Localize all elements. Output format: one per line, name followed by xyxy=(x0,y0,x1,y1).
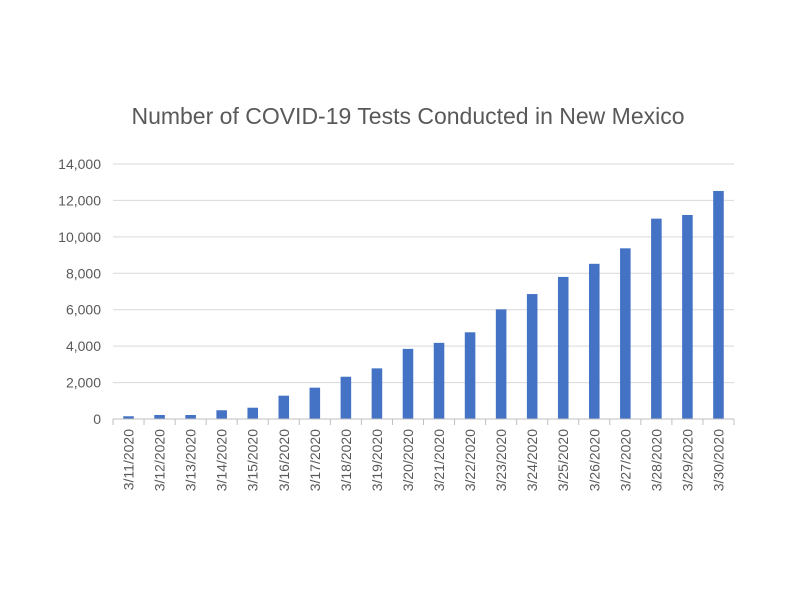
x-tick-label: 3/15/2020 xyxy=(245,429,261,491)
x-tick-label: 3/30/2020 xyxy=(710,429,726,491)
x-tick-label: 3/17/2020 xyxy=(307,429,323,491)
bar xyxy=(278,395,290,419)
bar xyxy=(651,218,662,419)
x-tick-label: 3/16/2020 xyxy=(276,429,292,491)
y-tick-label: 12,000 xyxy=(58,192,101,208)
bar xyxy=(682,215,693,419)
x-tick-label: 3/24/2020 xyxy=(524,429,540,491)
x-tick-label: 3/28/2020 xyxy=(648,429,664,491)
bar xyxy=(154,414,165,419)
bar xyxy=(588,263,600,419)
x-tick-label: 3/20/2020 xyxy=(400,429,416,491)
bar xyxy=(185,414,196,419)
bar xyxy=(464,332,476,419)
y-tick-label: 10,000 xyxy=(58,229,101,245)
bars xyxy=(123,190,724,419)
bar xyxy=(340,376,352,419)
x-axis xyxy=(112,418,735,425)
x-tick-label: 3/25/2020 xyxy=(555,429,571,491)
bar xyxy=(247,407,259,419)
x-tick-label: 3/11/2020 xyxy=(121,429,137,490)
bar xyxy=(216,410,227,419)
bar xyxy=(620,248,631,419)
x-tick-label: 3/22/2020 xyxy=(462,429,478,491)
x-tick-label: 3/12/2020 xyxy=(152,429,168,491)
y-axis-ticks: 0 2,000 4,000 6,000 8,000 10,000 12,000 14,000 xyxy=(58,156,101,427)
bar xyxy=(557,276,569,419)
bar xyxy=(371,368,383,419)
gridlines xyxy=(113,163,734,384)
y-tick-label: 0 xyxy=(93,411,101,427)
x-tick-label: 3/14/2020 xyxy=(214,429,230,491)
bar xyxy=(495,309,507,419)
y-tick-label: 6,000 xyxy=(66,302,101,318)
x-tick-label: 3/27/2020 xyxy=(617,429,633,491)
bar xyxy=(123,416,134,419)
x-tick-label: 3/21/2020 xyxy=(431,429,447,491)
x-tick-label: 3/29/2020 xyxy=(679,429,695,491)
x-tick-label: 3/26/2020 xyxy=(586,429,602,491)
x-tick-label: 3/23/2020 xyxy=(493,429,509,491)
y-tick-label: 8,000 xyxy=(66,265,101,281)
bar xyxy=(713,190,724,419)
x-axis-ticks: 3/11/2020 3/12/2020 3/13/2020 3/14/2020 3/15… xyxy=(121,429,727,492)
x-tick-label: 3/13/2020 xyxy=(183,429,199,491)
y-tick-label: 2,000 xyxy=(66,375,101,391)
y-tick-label: 4,000 xyxy=(66,338,101,354)
bar xyxy=(433,342,445,419)
y-tick-label: 14,000 xyxy=(58,156,101,172)
chart-title: Number of COVID-19 Tests Conducted in Ne… xyxy=(131,103,684,129)
bar xyxy=(402,348,414,419)
bar xyxy=(309,387,321,419)
x-tick-label: 3/19/2020 xyxy=(369,429,385,491)
bar xyxy=(526,294,538,419)
x-tick-label: 3/18/2020 xyxy=(338,429,354,491)
